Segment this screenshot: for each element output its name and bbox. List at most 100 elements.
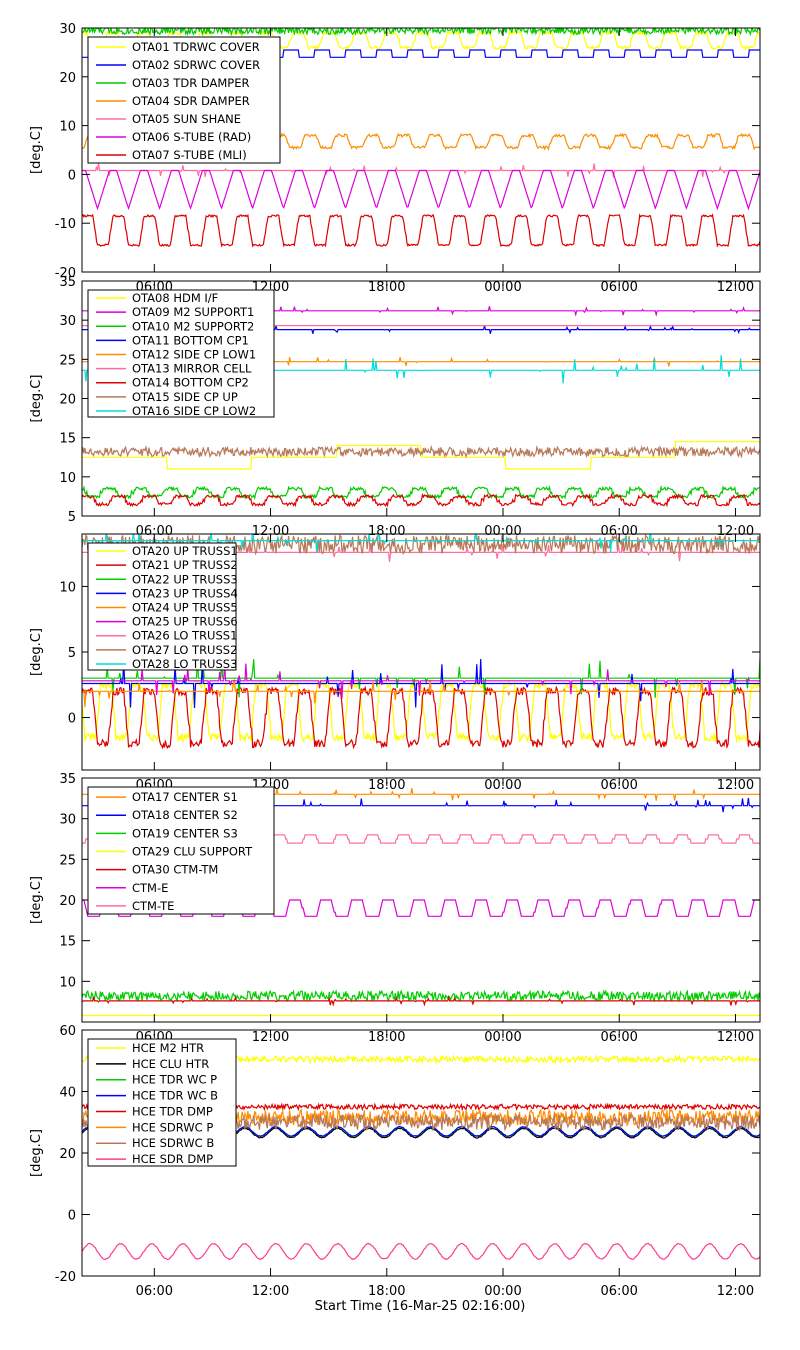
series-line-1-3 <box>82 28 760 37</box>
legend-entry: HCE CLU HTR <box>132 1057 209 1071</box>
legend-entry: HCE SDRWC P <box>132 1120 213 1134</box>
y-tick-label: 35 <box>59 275 76 290</box>
legend-entry: OTA19 CENTER S3 <box>132 826 238 840</box>
x-tick-label: 00:00 <box>484 524 521 539</box>
y-tick-label: 10 <box>59 580 76 595</box>
figure-x-axis-label: Start Time (16-Mar-25 02:16:00) <box>315 1299 526 1314</box>
y-tick-label: 0 <box>68 1209 76 1224</box>
legend-entry: OTA06 S-TUBE (RAD) <box>132 130 251 144</box>
legend-entry: OTA23 UP TRUSS4 <box>132 586 238 600</box>
x-tick-label: 18:00 <box>368 524 405 539</box>
legend-entry: OTA05 SUN SHANE <box>132 112 241 126</box>
legend-entry: OTA04 SDR DAMPER <box>132 94 250 108</box>
legend-entry: OTA08 HDM I/F <box>132 291 218 305</box>
series-line-2-1 <box>82 441 760 470</box>
legend-entry: OTA25 UP TRUSS6 <box>132 615 238 629</box>
legend-box <box>87 542 237 671</box>
x-tick-label: 18:00 <box>368 1284 405 1299</box>
legend-entry: OTA01 TDRWC COVER <box>132 40 260 54</box>
legend-entry: OTA26 LO TRUSS1 <box>132 629 237 643</box>
legend-entry: OTA11 BOTTOM CP1 <box>132 333 249 347</box>
series-line-3-6 <box>82 663 760 699</box>
y-axis-label: [deg.C] <box>29 126 44 174</box>
y-tick-label: 35 <box>59 772 76 787</box>
y-tick-label: 30 <box>59 22 76 37</box>
legend-entry: OTA22 UP TRUSS3 <box>132 572 238 586</box>
y-tick-label: 5 <box>68 646 76 661</box>
legend-entry: HCE TDR WC P <box>132 1073 217 1087</box>
legend-entry: OTA21 UP TRUSS2 <box>132 558 238 572</box>
y-tick-label: 40 <box>59 1086 76 1101</box>
legend-entry: HCE TDR DMP <box>132 1104 213 1118</box>
legend-entry: HCE TDR WC B <box>132 1089 218 1103</box>
y-tick-label: 30 <box>59 813 76 828</box>
legend-entry: HCE M2 HTR <box>132 1041 204 1055</box>
series-line-3-4 <box>82 658 760 709</box>
y-tick-label: 25 <box>59 353 76 368</box>
legend-entry: OTA07 S-TUBE (MLI) <box>132 148 247 162</box>
legend-entry: OTA13 MIRROR CELL <box>132 362 252 376</box>
y-axis-label: [deg.C] <box>29 1129 44 1177</box>
y-tick-label: 5 <box>68 510 76 525</box>
x-tick-label: 12:00 <box>252 524 289 539</box>
y-axis-label: [deg.C] <box>29 375 44 423</box>
plot-frame <box>81 27 761 273</box>
y-tick-label: 20 <box>59 393 76 408</box>
series-line-1-6 <box>82 169 760 211</box>
y-tick-label: 10 <box>59 471 76 486</box>
legend-entry: OTA16 SIDE CP LOW2 <box>132 404 256 418</box>
legend-box <box>87 36 281 164</box>
series-line-3-3 <box>82 657 760 698</box>
series-line-3-9 <box>82 534 760 553</box>
series-line-3-5 <box>82 679 760 708</box>
legend-entry: CTM-E <box>132 881 168 895</box>
x-tick-label: 06:00 <box>136 1284 173 1299</box>
x-tick-label: 12:00 <box>717 1284 754 1299</box>
y-tick-label: 0 <box>68 712 76 727</box>
y-axis-label: [deg.C] <box>29 876 44 924</box>
legend-entry: OTA24 UP TRUSS5 <box>132 601 238 615</box>
series-line-1-7 <box>82 213 760 248</box>
panels-group: -20 -10 0 10 20 30 06:00 12:00 18:00 00:00 06:00 12… <box>29 22 761 1299</box>
legend-entry: HCE SDRWC B <box>132 1136 214 1150</box>
legend-entry: OTA03 TDR DAMPER <box>132 76 250 90</box>
x-tick-label: 12:00 <box>717 524 754 539</box>
series-line-3-1 <box>82 679 760 744</box>
legend-entry: HCE SDR DMP <box>132 1152 213 1166</box>
y-axis-label: [deg.C] <box>29 628 44 676</box>
legend-entry: OTA10 M2 SUPPORT2 <box>132 319 254 333</box>
legend-entry: OTA29 CLU SUPPORT <box>132 845 253 859</box>
y-tick-label: -20 <box>55 1270 76 1285</box>
y-tick-label: -10 <box>55 217 76 232</box>
chart-panel-2: 5 10 15 20 25 30 35 06:00 12:00 18:00 00:00 06:00 12… <box>29 275 761 539</box>
y-tick-label: 0 <box>68 168 76 183</box>
y-tick-label: 10 <box>59 975 76 990</box>
x-tick-label: 06:00 <box>600 524 637 539</box>
y-tick-label: 15 <box>59 935 76 950</box>
legend-entry: OTA18 CENTER S2 <box>132 808 238 822</box>
series-line-5-8 <box>82 1242 760 1261</box>
y-tick-label: 15 <box>59 432 76 447</box>
y-tick-label: 20 <box>59 71 76 86</box>
x-tick-label: 06:00 <box>600 1284 637 1299</box>
legend-entry: OTA20 UP TRUSS1 <box>132 544 238 558</box>
y-tick-label: 20 <box>59 1147 76 1162</box>
series-line-2-7 <box>82 492 760 508</box>
legend-entry: OTA27 LO TRUSS2 <box>132 643 237 657</box>
legend-entry: OTA28 LO TRUSS3 <box>132 657 237 671</box>
legend-box <box>87 289 275 418</box>
legend-entry: OTA14 BOTTOM CP2 <box>132 376 249 390</box>
legend-entry: OTA17 CENTER S1 <box>132 790 238 804</box>
y-tick-label: 25 <box>59 853 76 868</box>
legend-entry: OTA30 CTM-TM <box>132 863 218 877</box>
y-tick-label: 30 <box>59 314 76 329</box>
legend-entry: CTM-TE <box>132 899 174 913</box>
series-line-4-5 <box>82 994 760 1007</box>
series-line-2-8 <box>82 444 760 459</box>
series-line-4-3 <box>82 989 760 1003</box>
y-tick-label: -20 <box>55 266 76 281</box>
